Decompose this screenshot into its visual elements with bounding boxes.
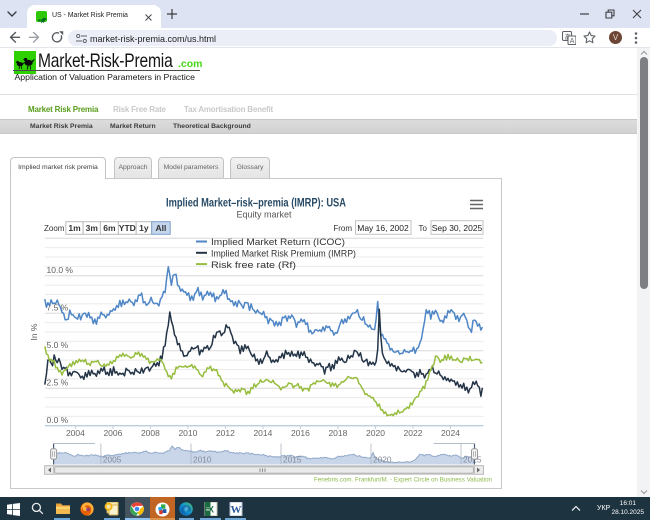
svg-text:2008: 2008 bbox=[141, 428, 160, 438]
svg-text:X: X bbox=[208, 504, 214, 514]
svg-text:2014: 2014 bbox=[253, 428, 272, 438]
svg-text:Sep 30, 2025: Sep 30, 2025 bbox=[432, 223, 483, 233]
svg-text:W: W bbox=[231, 504, 242, 516]
svg-text:Risk free rate (Rf): Risk free rate (Rf) bbox=[211, 260, 296, 270]
svg-text:May 16, 2002: May 16, 2002 bbox=[357, 223, 409, 233]
svg-text:2015: 2015 bbox=[283, 455, 302, 465]
svg-text:2022: 2022 bbox=[404, 428, 423, 438]
svg-text:10.0 %: 10.0 % bbox=[47, 265, 74, 275]
svg-text:1y: 1y bbox=[139, 223, 149, 233]
svg-text:Fenebris.com. Frankfurt/M. - E: Fenebris.com. Frankfurt/M. - Expert Circ… bbox=[314, 478, 492, 484]
svg-text:7.5 %: 7.5 % bbox=[47, 302, 69, 312]
svg-text:1m: 1m bbox=[68, 223, 81, 233]
svg-text:2020: 2020 bbox=[373, 455, 392, 465]
svg-text:Implied Market Risk Premium (I: Implied Market Risk Premium (IMRP) bbox=[211, 249, 356, 259]
svg-text:Zoom: Zoom bbox=[44, 224, 65, 233]
svg-text:From: From bbox=[333, 224, 352, 233]
svg-text:2016: 2016 bbox=[291, 428, 310, 438]
svg-text:Implied Market–risk–premia (IM: Implied Market–risk–premia (IMRP): USA bbox=[166, 196, 346, 210]
svg-text:2005: 2005 bbox=[103, 455, 122, 465]
svg-text:0.0 %: 0.0 % bbox=[47, 415, 69, 425]
svg-text:To: To bbox=[419, 224, 428, 233]
svg-text:2012: 2012 bbox=[216, 428, 235, 438]
svg-text:2020: 2020 bbox=[366, 428, 385, 438]
svg-text:Equity market: Equity market bbox=[236, 210, 292, 220]
svg-text:2.5 %: 2.5 % bbox=[47, 377, 69, 387]
svg-text:3m: 3m bbox=[86, 223, 99, 233]
svg-text:2010: 2010 bbox=[178, 428, 197, 438]
svg-text:2010: 2010 bbox=[193, 455, 212, 465]
svg-text:2004: 2004 bbox=[66, 428, 85, 438]
svg-text:Implied Market Return (ICOC): Implied Market Return (ICOC) bbox=[211, 237, 345, 247]
svg-text:5.0 %: 5.0 % bbox=[47, 340, 69, 350]
svg-text:2018: 2018 bbox=[328, 428, 347, 438]
svg-text:In %: In % bbox=[29, 323, 39, 340]
svg-text:A: A bbox=[570, 38, 575, 45]
svg-text:2006: 2006 bbox=[103, 428, 122, 438]
svg-text:YTD: YTD bbox=[119, 223, 136, 233]
svg-text:≡: ≡ bbox=[205, 505, 210, 514]
svg-text:All: All bbox=[155, 223, 166, 233]
svg-text:6m: 6m bbox=[103, 223, 116, 233]
svg-text:2024: 2024 bbox=[441, 428, 460, 438]
